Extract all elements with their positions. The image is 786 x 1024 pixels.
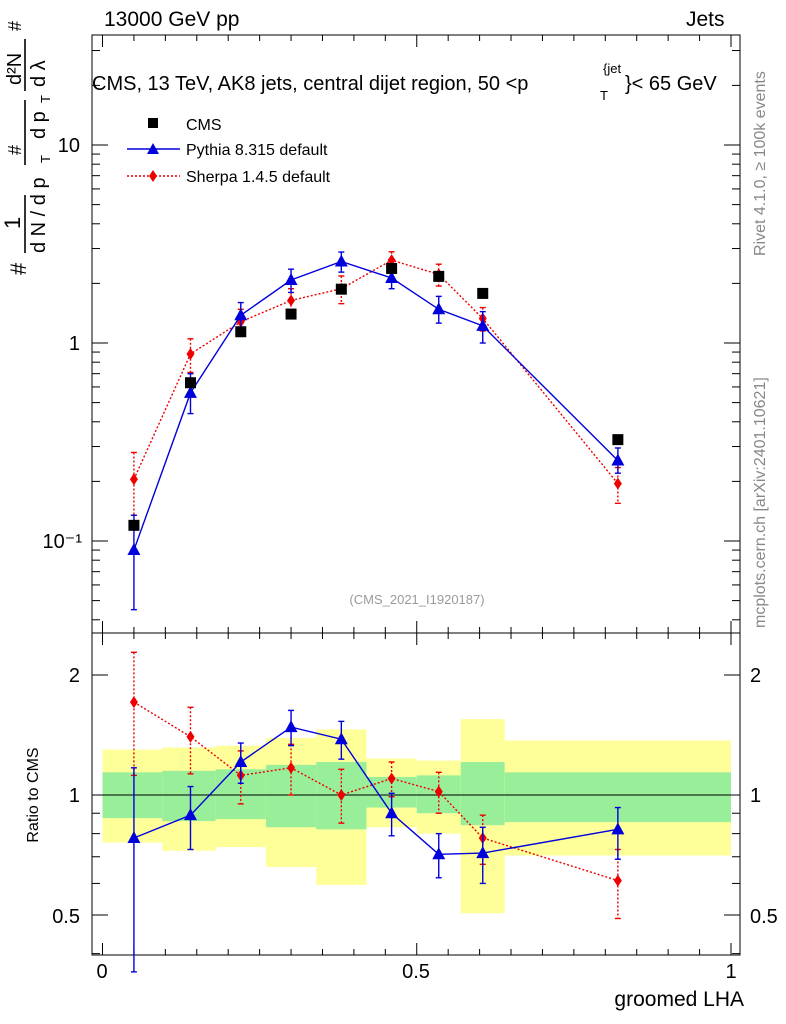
pythia-point bbox=[183, 385, 197, 398]
header-left: 13000 GeV pp bbox=[104, 8, 240, 31]
pythia-line bbox=[133, 260, 619, 551]
pythia-point bbox=[611, 453, 625, 466]
xtick-label: 0.5 bbox=[402, 961, 430, 983]
pythia-point bbox=[234, 308, 248, 321]
ratio-ytick-label-right: 2 bbox=[750, 665, 761, 687]
x-axis-label: groomed LHA bbox=[614, 988, 744, 1011]
legend-marker-pythia bbox=[147, 143, 159, 154]
main-ytick-label: 1 bbox=[69, 333, 80, 355]
legend-label-sherpa: Sherpa 1.4.5 default bbox=[186, 169, 331, 186]
xtick-label: 1 bbox=[725, 961, 736, 983]
sherpa-point bbox=[129, 473, 138, 486]
ylabel-T: T bbox=[38, 155, 53, 163]
ratio-pythia-point bbox=[611, 822, 625, 835]
ylabel-T2: T bbox=[38, 95, 53, 103]
ratio-ytick-label-right: 0.5 bbox=[750, 906, 778, 928]
ratio-ytick-label: 0.5 bbox=[52, 906, 80, 928]
ratio-sherpa-point bbox=[186, 730, 195, 743]
main-ytick-label: 10⁻¹ bbox=[43, 531, 83, 553]
ylabel-one: 1 bbox=[0, 217, 25, 229]
legend-marker-sherpa bbox=[149, 170, 157, 182]
cms-point bbox=[477, 287, 489, 299]
ratio-sherpa-point bbox=[434, 785, 443, 798]
ratio-sherpa-point bbox=[387, 772, 396, 785]
cms-point bbox=[335, 283, 347, 295]
ylabel-hash3: # bbox=[5, 21, 25, 31]
ylabel-dN: d N / d p bbox=[28, 177, 50, 253]
main-ytick-label: 10 bbox=[58, 135, 80, 157]
title-sup: {jet bbox=[603, 61, 621, 76]
ratio-sherpa-point bbox=[129, 696, 138, 709]
ratio-sherpa-point bbox=[613, 874, 622, 887]
ratio-pythia-point bbox=[183, 808, 197, 821]
ylabel-dpT: d p bbox=[28, 111, 50, 139]
ratio-pythia-point bbox=[432, 847, 446, 860]
ylabel-hash1: # bbox=[6, 262, 31, 275]
sherpa-point bbox=[186, 347, 195, 360]
title-pre: CMS, 13 TeV, AK8 jets, central dijet reg… bbox=[92, 73, 528, 95]
xtick-label: 0 bbox=[96, 961, 107, 983]
sherpa-point bbox=[287, 294, 296, 307]
ylabel-hash2: # bbox=[5, 145, 25, 155]
ylabel-d2N: d²N bbox=[4, 53, 26, 85]
cms-point bbox=[184, 377, 196, 389]
legend-label-pythia: Pythia 8.315 default bbox=[186, 142, 328, 159]
ratio-pythia-point bbox=[385, 806, 399, 819]
ratio-ytick-label-right: 1 bbox=[750, 785, 761, 807]
pythia-point bbox=[476, 318, 490, 331]
main-series bbox=[127, 251, 625, 611]
ratio-ytick-label: 1 bbox=[69, 785, 80, 807]
ratio-panel-frame bbox=[91, 632, 741, 956]
header-right: Jets bbox=[686, 8, 725, 31]
axis-ticks bbox=[92, 35, 740, 955]
sherpa-line bbox=[133, 259, 619, 485]
ratio-pythia-point bbox=[234, 754, 248, 767]
ratio-ytick-label: 2 bbox=[69, 665, 80, 687]
cms-point bbox=[128, 519, 140, 531]
pythia-point bbox=[385, 270, 399, 283]
cms-point bbox=[386, 262, 398, 274]
pythia-point bbox=[334, 254, 348, 267]
ratio-y-axis-label: Ratio to CMS bbox=[25, 747, 42, 842]
pythia-point bbox=[432, 302, 446, 315]
analysis-watermark: (CMS_2021_I1920187) bbox=[349, 592, 484, 607]
cms-point bbox=[285, 308, 297, 320]
ratio-series bbox=[127, 651, 625, 973]
ratio-sherpa-point bbox=[337, 789, 346, 801]
legend-label-cms: CMS bbox=[186, 117, 222, 134]
sherpa-point bbox=[613, 477, 622, 490]
cms-point bbox=[235, 326, 247, 338]
ratio-pythia-point bbox=[127, 831, 141, 844]
uncertainty-band-1sigma bbox=[265, 764, 317, 828]
pythia-point bbox=[127, 543, 141, 556]
legend-marker-cms bbox=[148, 118, 158, 128]
title-sub: T bbox=[600, 88, 608, 103]
ratio-pythia-point bbox=[284, 720, 298, 733]
ratio-sherpa-point bbox=[287, 761, 296, 774]
ratio-pythia-point bbox=[476, 846, 490, 859]
main-y-axis-label: # 1 d N / d p T # d p T d²N d λ # bbox=[0, 21, 53, 275]
pythia-point bbox=[284, 273, 298, 286]
title-post: }< 65 GeV bbox=[625, 73, 717, 95]
ratio-pythia-point bbox=[334, 732, 348, 745]
cms-point bbox=[612, 434, 624, 446]
cms-point bbox=[433, 270, 445, 282]
plot-title: CMS, 13 TeV, AK8 jets, central dijet reg… bbox=[92, 61, 717, 103]
legend: CMS Pythia 8.315 default Sherpa 1.4.5 de… bbox=[127, 117, 331, 186]
ylabel-dlambda: d λ bbox=[28, 60, 50, 87]
